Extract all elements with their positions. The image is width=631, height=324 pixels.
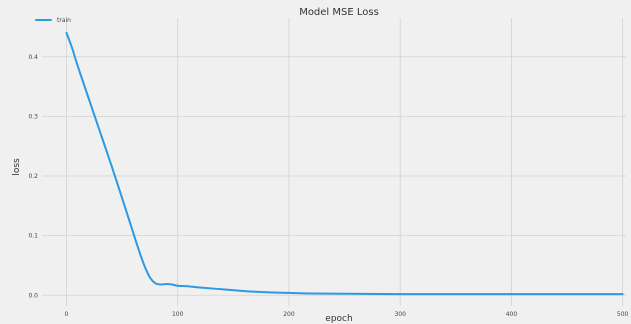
series-line-train	[65, 31, 624, 296]
y-tick-label: 0.2	[28, 173, 38, 180]
y-tick-label: 0.3	[28, 113, 38, 120]
y-tick-label: 0.1	[28, 233, 38, 240]
y-tick-label: 0.4	[28, 54, 38, 61]
y-axis-label: loss	[12, 158, 22, 176]
legend: train	[35, 17, 71, 24]
grid-lines	[42, 18, 626, 306]
x-tick-label: 100	[172, 311, 184, 318]
x-tick-label: 400	[506, 311, 518, 318]
x-tick-label: 0	[65, 311, 69, 318]
y-tick-label: 0.0	[28, 292, 38, 299]
x-axis-label: epoch	[325, 314, 352, 324]
x-tick-label: 300	[394, 311, 406, 318]
legend-label-train: train	[57, 17, 71, 24]
x-tick-label: 500	[617, 311, 629, 318]
chart-title: Model MSE Loss	[299, 7, 379, 18]
series-lines	[65, 31, 624, 296]
x-tick-label: 200	[283, 311, 295, 318]
tick-labels: 0 100 200 300 400 500 0.0 0.1 0.2 0.3 0.4	[28, 54, 628, 318]
